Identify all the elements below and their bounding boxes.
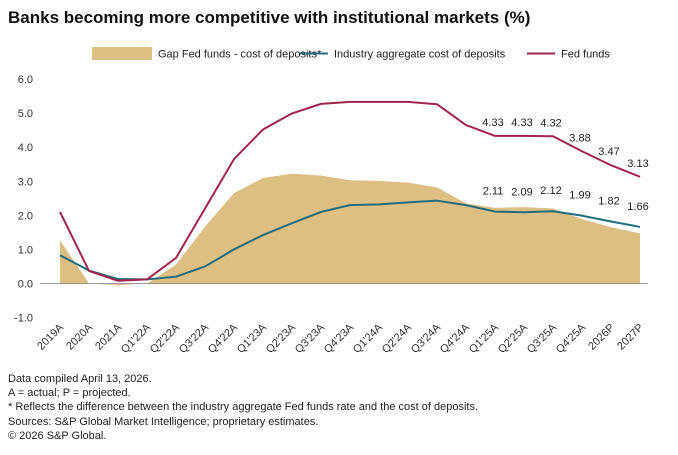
note-line: * Reflects the difference between the in… <box>8 401 479 414</box>
legend-label-gap: Gap Fed funds - cost of deposits* <box>158 49 322 61</box>
data-label-industry: 2.12 <box>540 185 561 197</box>
note-line: A = actual; P = projected. <box>8 387 131 400</box>
x-tick-label: Q1'25A <box>467 321 502 356</box>
x-tick-label: 2020A <box>64 321 95 352</box>
x-tick-label: 2027P <box>615 322 646 353</box>
legend-label-industry: Industry aggregate cost of deposits <box>334 49 506 61</box>
data-label-industry: 1.99 <box>569 190 590 202</box>
data-label-industry: 2.09 <box>511 186 532 198</box>
series-fedfunds-line <box>59 100 641 282</box>
note-line: Sources: S&P Global Market Intelligence;… <box>8 415 319 428</box>
data-label-industry: 1.82 <box>598 195 619 207</box>
x-tick-label: 2026P <box>586 322 617 353</box>
legend-label-fedfunds: Fed funds <box>561 49 610 61</box>
data-label-fedfunds: 4.32 <box>540 117 561 129</box>
plot-area <box>40 100 648 286</box>
x-tick-label: Q3'24A <box>409 321 444 356</box>
y-tick-label: 4.0 <box>18 142 33 154</box>
legend: Gap Fed funds - cost of deposits* Industr… <box>92 47 610 61</box>
note-line: © 2026 S&P Global. <box>8 429 107 442</box>
y-axis: -1.0 0.0 1.0 2.0 3.0 4.0 5.0 6.0 <box>14 74 33 325</box>
y-tick-label: 2.0 <box>18 210 33 222</box>
y-tick-label: 5.0 <box>18 108 33 120</box>
series-industry-line <box>59 199 641 281</box>
y-tick-label: -1.0 <box>14 313 33 325</box>
x-tick-label: Q2'24A <box>380 321 415 356</box>
source-notes: Data compiled April 13, 2026. A = actual… <box>8 372 478 443</box>
data-label-fedfunds: 3.47 <box>598 146 619 158</box>
x-tick-label: Q4'25A <box>554 321 589 356</box>
y-tick-label: 3.0 <box>18 176 33 188</box>
legend-swatch-gap <box>92 47 152 60</box>
x-tick-label: Q4'22A <box>206 321 241 356</box>
x-tick-label: 2019A <box>35 321 66 352</box>
x-tick-label: Q4'23A <box>322 321 357 356</box>
series-gap-area <box>60 173 640 286</box>
data-label-fedfunds: 4.33 <box>482 117 503 129</box>
y-tick-label: 1.0 <box>18 244 33 256</box>
data-label-industry: 2.11 <box>483 186 504 198</box>
x-tick-label: Q3'25A <box>525 321 560 356</box>
chart-title: Banks becoming more competitive with ins… <box>8 8 531 27</box>
x-tick-label: Q1'24A <box>351 321 386 356</box>
data-label-fedfunds: 4.33 <box>511 117 532 129</box>
data-label-industry: 1.66 <box>627 201 648 213</box>
x-tick-label: Q4'24A <box>438 321 473 356</box>
x-tick-label: Q3'23A <box>293 321 328 356</box>
x-tick-label: Q2'25A <box>496 321 531 356</box>
y-tick-label: 6.0 <box>18 74 33 86</box>
data-labels: 4.33 4.33 4.32 3.88 3.47 3.13 2.11 2.09 2.12 1.99… <box>482 117 648 213</box>
x-tick-label: Q3'22A <box>177 321 212 356</box>
x-tick-label: Q1'22A <box>119 321 154 356</box>
x-axis: 2019A2020A2021AQ1'22AQ2'22AQ3'22AQ4'22AQ… <box>35 321 646 356</box>
x-tick-label: Q2'22A <box>148 321 183 356</box>
y-tick-label: 0.0 <box>18 279 33 291</box>
chart: Gap Fed funds - cost of deposits* Industr… <box>14 47 649 356</box>
x-tick-label: Q1'23A <box>235 321 270 356</box>
data-label-fedfunds: 3.88 <box>569 132 590 144</box>
note-line: Data compiled April 13, 2026. <box>8 373 152 385</box>
data-label-fedfunds: 3.13 <box>627 158 648 170</box>
x-tick-label: Q2'23A <box>264 321 299 356</box>
